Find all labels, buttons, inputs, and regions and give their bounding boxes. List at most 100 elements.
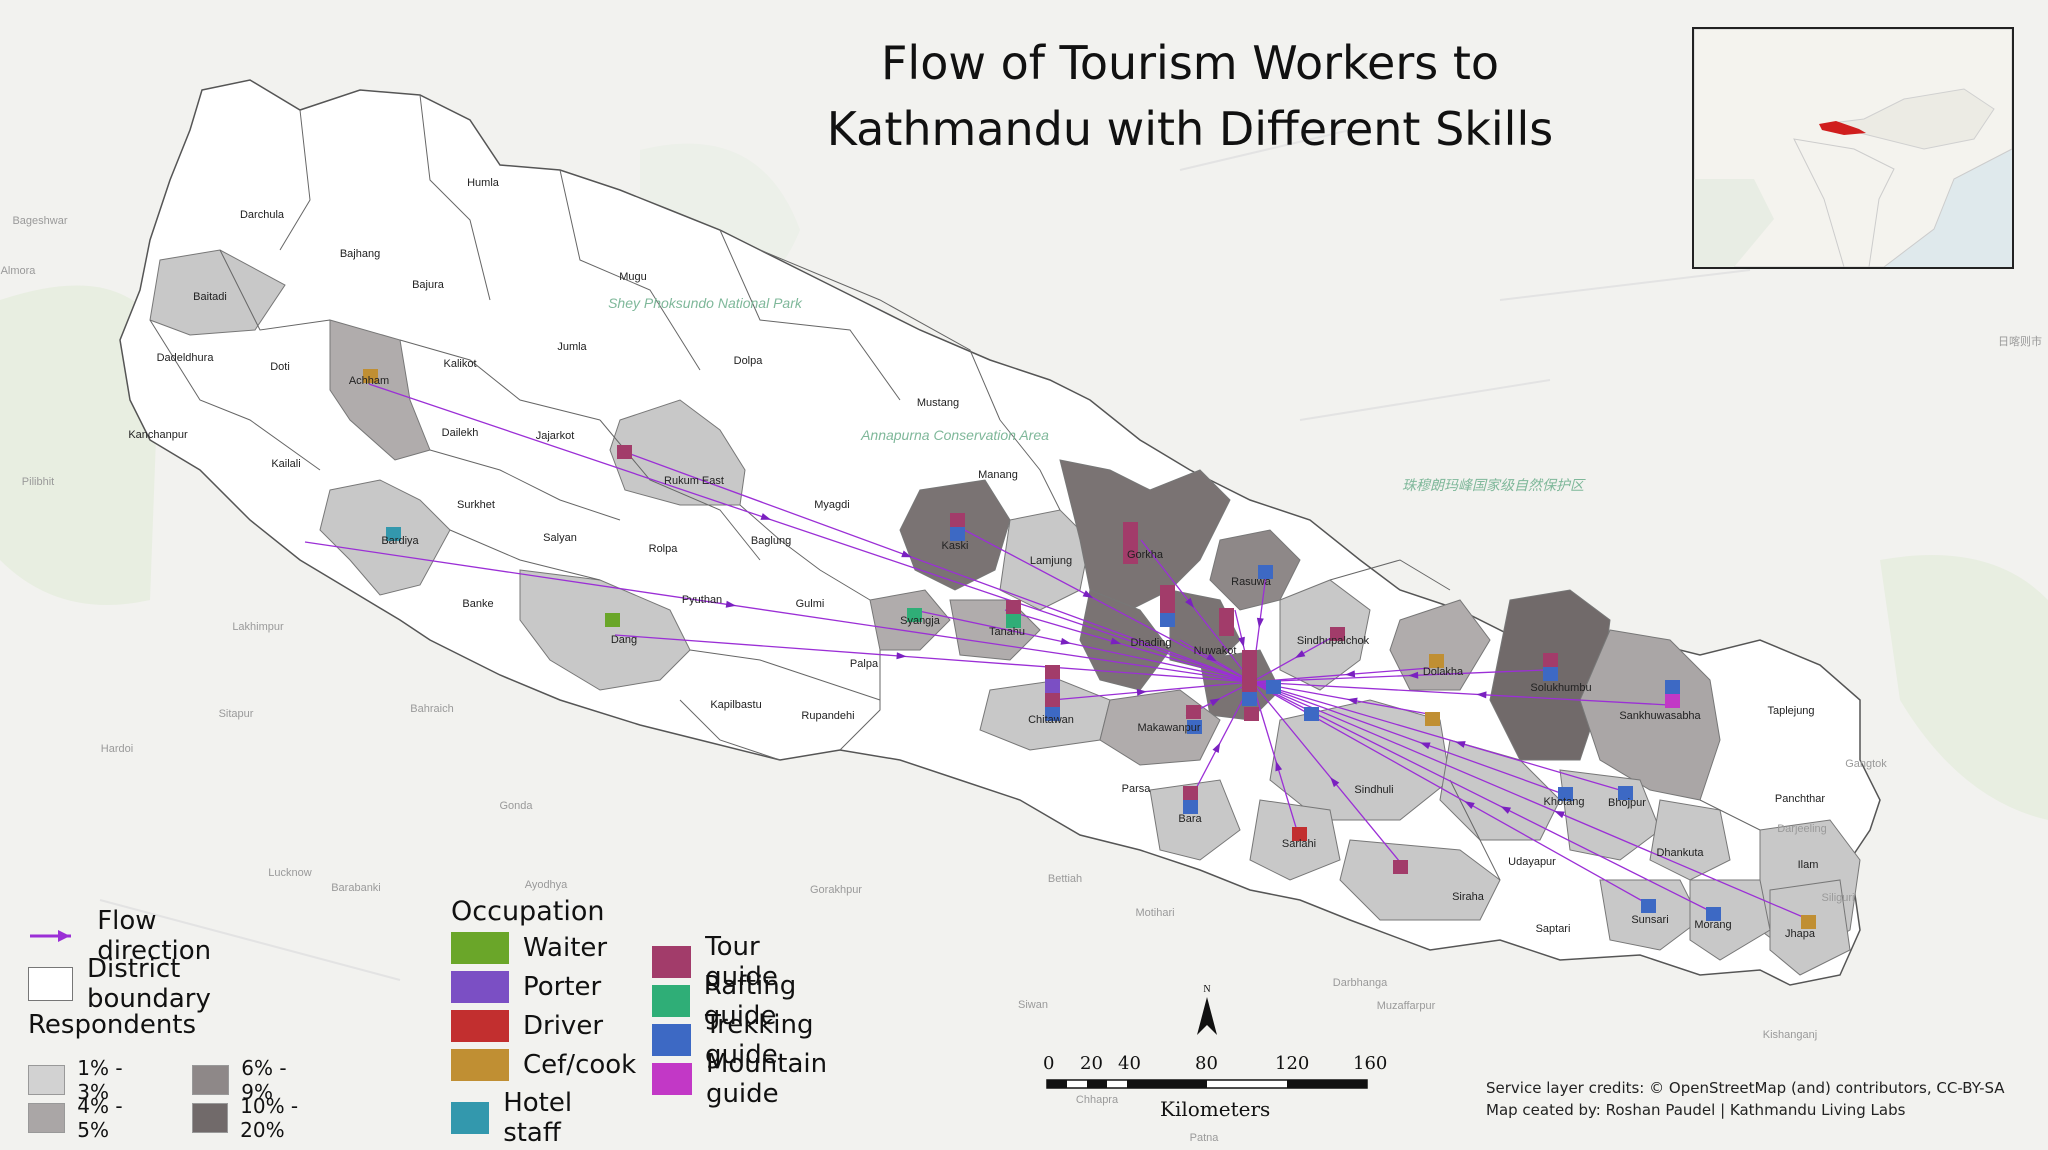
occupation-marker: [1160, 613, 1175, 627]
flow-lines: [304, 383, 1811, 921]
scale-tick-label: 80: [1195, 1053, 1218, 1074]
respondents-legend-item: 10% - 20%: [192, 1094, 306, 1142]
occupation-marker: [1160, 585, 1175, 599]
district-label: Siraha: [1452, 891, 1485, 903]
flow-arrowhead: [1212, 742, 1221, 753]
district-label: Kailali: [271, 458, 300, 470]
road-lines: [99, 129, 1751, 981]
occupation-marker: [1123, 522, 1138, 536]
flow-arrowhead: [1344, 670, 1356, 678]
district-label: Kalikot: [443, 358, 476, 370]
occupation-marker: [617, 445, 632, 459]
district-label: Humla: [467, 177, 500, 189]
background-label: 日喀则市: [1998, 334, 2042, 348]
occupation-marker: [1123, 536, 1138, 550]
district-label: Dadeldhura: [157, 352, 215, 364]
occupation-swatch: [652, 1024, 692, 1056]
background-label: Bageshwar: [12, 215, 67, 227]
district-bardiya: [319, 479, 451, 596]
flow-line: [954, 524, 1253, 683]
background-label: Lakhimpur: [232, 621, 284, 633]
flow-line: [1251, 681, 1631, 794]
background-label: Hardoi: [101, 743, 133, 755]
flow-arrowhead: [896, 652, 907, 660]
occupation-legend-item: Trekking guide: [652, 1010, 833, 1070]
flow-arrowhead: [1256, 617, 1264, 629]
occupation-label: Porter: [523, 972, 602, 1002]
background-label: Muzaffarpur: [1377, 1000, 1436, 1012]
flow-arrowhead: [1500, 806, 1512, 814]
district-label: Morang: [1694, 919, 1731, 931]
flow-arrowhead: [1206, 653, 1217, 662]
district-label: Saptari: [1536, 923, 1571, 935]
occupation-swatch: [451, 932, 509, 964]
flow-line: [304, 541, 1253, 683]
occupation-marker: [1665, 694, 1680, 708]
flow-line: [1051, 681, 1253, 701]
flow-arrowhead: [1419, 742, 1431, 750]
district-label: Mustang: [917, 397, 959, 409]
background-label: Bettiah: [1048, 873, 1082, 885]
occupation-label: Waiter: [523, 933, 608, 963]
district-label: Parsa: [1122, 783, 1152, 795]
inset-svg: [1694, 29, 2012, 267]
district-label: Dailekh: [442, 427, 479, 439]
respondents-label: 6% - 9%: [241, 1056, 287, 1104]
background-labels: Bageshwar Almora Pilibhit Bahraich Sitapur Ha…: [1, 215, 2042, 1144]
boundary-swatch: [28, 967, 73, 1001]
flow-line: [913, 609, 1253, 683]
flow-arrowhead: [1455, 741, 1466, 748]
district-khotang: [1439, 739, 1561, 841]
occupation-legend-item: Rafting guide: [652, 971, 817, 1031]
occupation-marker: [907, 608, 922, 622]
occupation-swatch: [652, 985, 690, 1017]
flow-line: [1251, 681, 1401, 863]
occupation-marker: [605, 613, 620, 627]
flow-arrow-icon: [30, 930, 72, 942]
occupation-label: Tour guide: [705, 932, 778, 992]
background-label: Bahraich: [410, 703, 453, 715]
occupation-marker: [1706, 907, 1721, 921]
district-udayapur: [1339, 839, 1501, 921]
background-label: Gonda: [499, 800, 533, 812]
background-label: Gangtok: [1845, 758, 1887, 770]
background-label: Darbhanga: [1333, 977, 1388, 989]
flow-line: [1251, 681, 1299, 835]
respondents-legend-item: 4% - 5%: [28, 1094, 130, 1142]
district-label: Lamjung: [1030, 555, 1072, 567]
district-label: Achham: [349, 375, 389, 387]
background-label: 珠穆朗玛峰国家级自然保护区: [1402, 477, 1586, 493]
background-label: Barabanki: [331, 882, 381, 894]
scale-tick-label: 20: [1080, 1053, 1103, 1074]
map-title: Flow of Tourism Workers to Kathmandu wit…: [790, 30, 1590, 162]
occupation-marker: [1219, 622, 1234, 636]
respondents-swatch: [192, 1103, 229, 1133]
district-label: Bara: [1178, 813, 1202, 825]
occupation-marker: [1045, 707, 1060, 721]
terrain-patch: [1880, 555, 2048, 820]
flow-line: [624, 451, 1253, 683]
flow-arrowhead: [1275, 760, 1283, 772]
district-label: Pyuthan: [682, 594, 722, 606]
inset-locator-map: [1692, 27, 2014, 269]
district-bhojpur: [1559, 769, 1661, 861]
scale-unit: Kilometers: [1160, 1097, 1271, 1121]
scale-tick-label: 0: [1043, 1053, 1055, 1074]
flow-line: [1251, 681, 1713, 913]
flow-arrowhead: [1082, 590, 1094, 598]
district-label: Kanchanpur: [128, 429, 188, 441]
district-label: Jajarkot: [536, 430, 575, 442]
occupation-marker: [1330, 627, 1345, 641]
district-label: Bhojpur: [1608, 797, 1646, 809]
occupation-marker: [1429, 654, 1444, 668]
occupation-marker: [1183, 800, 1198, 814]
flow-arrowhead: [1110, 637, 1121, 645]
district-gorkha: [1059, 459, 1231, 611]
occupation-marker: [1242, 692, 1257, 706]
district-dang: [519, 569, 691, 691]
district-label: Solukhumbu: [1530, 682, 1591, 694]
flow-line: [1140, 539, 1253, 683]
flow-arrowhead: [1464, 801, 1475, 810]
flow-line: [1251, 681, 1670, 706]
respondents-swatch: [28, 1103, 66, 1133]
